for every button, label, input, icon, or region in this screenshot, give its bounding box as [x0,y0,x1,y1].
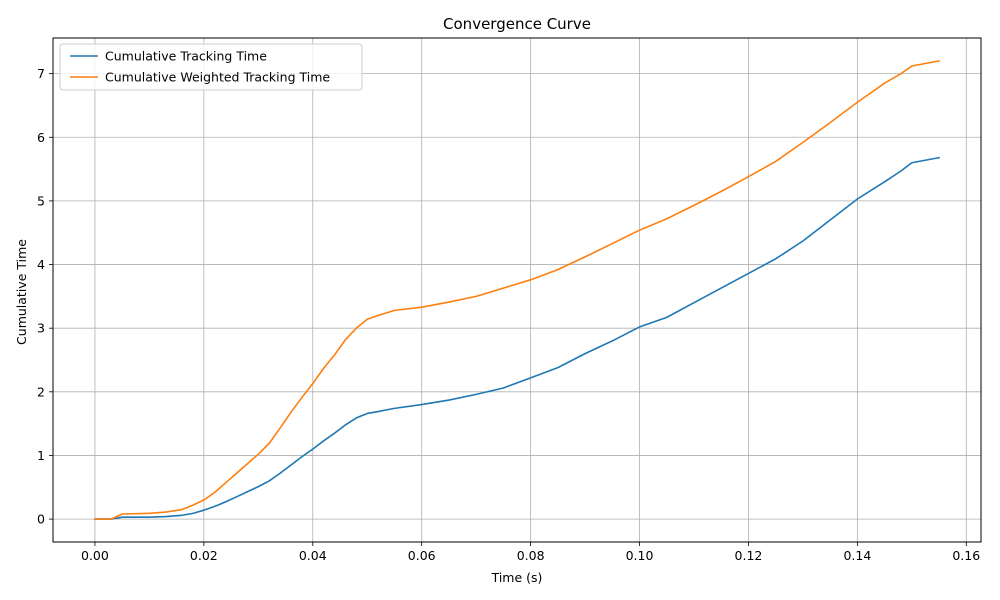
legend-label-tracking: Cumulative Tracking Time [105,49,267,64]
x-tick-label: 0.12 [735,548,763,563]
y-tick-label: 6 [37,130,45,145]
series-line-tracking [94,156,941,520]
y-tick-label: 5 [37,193,45,208]
x-tick-label: 0.06 [408,548,436,563]
series-line-weighted [94,59,941,520]
x-tick-label: 0.10 [626,548,654,563]
chart-title: Convergence Curve [443,15,591,33]
x-axis: 0.00 0.02 0.04 0.06 0.08 0.10 0.12 0.14 0.16 [81,542,980,563]
y-tick-label: 0 [37,512,45,527]
x-tick-label: 0.08 [517,548,545,563]
grid [53,38,981,542]
legend-box [59,43,363,91]
x-tick-label: 0.00 [81,548,109,563]
x-tick-label: 0.04 [299,548,327,563]
y-tick-label: 1 [37,448,45,463]
x-tick-label: 0.02 [190,548,218,563]
y-tick-label: 3 [37,321,45,336]
x-tick-label: 0.16 [952,548,980,563]
y-tick-label: 4 [37,257,45,272]
y-axis-label: Cumulative Time [14,239,29,345]
x-axis-label: Time (s) [491,570,543,585]
legend: Cumulative Tracking Time Cumulative Weig… [59,43,363,91]
series-lines [94,59,941,520]
plot-frame [52,37,982,543]
y-tick-label: 2 [37,384,45,399]
legend-label-weighted: Cumulative Weighted Tracking Time [105,70,330,85]
y-tick-label: 7 [37,66,45,81]
x-tick-label: 0.14 [843,548,871,563]
y-axis: 0 1 2 3 4 5 6 7 [37,66,53,527]
